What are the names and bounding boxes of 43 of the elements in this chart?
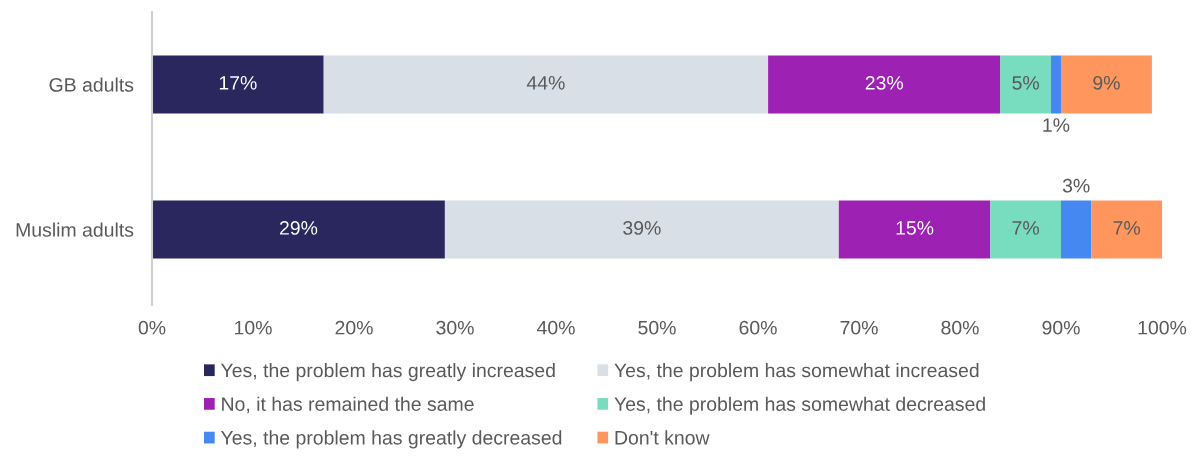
- bar: [1091, 200, 1162, 259]
- bar: [323, 55, 769, 114]
- bar: [768, 55, 1001, 114]
- data-label: 1%: [1043, 118, 1070, 132]
- x-tick-label: 60%: [739, 320, 777, 335]
- x-tick-label: 50%: [638, 320, 676, 335]
- data-label: 44%: [526, 76, 565, 90]
- x-tick-label: 70%: [840, 320, 878, 335]
- legend-label: Yes, the problem has greatly decreased: [220, 430, 562, 449]
- legend-label: No, it has remained the same: [222, 396, 474, 414]
- bar: [1061, 200, 1092, 259]
- legend-label: Don't know: [615, 430, 710, 445]
- data-label: 7%: [1012, 221, 1040, 235]
- data-label: 39%: [623, 221, 661, 235]
- x-tick-label: 40%: [536, 320, 575, 335]
- x-tick-label: 90%: [1042, 320, 1080, 335]
- bar: [1061, 55, 1152, 114]
- data-label: 5%: [1012, 76, 1040, 90]
- bar: [444, 200, 839, 259]
- bar: [152, 55, 324, 114]
- x-tick-label: 10%: [235, 320, 272, 335]
- bar: [838, 200, 991, 259]
- data-label: 23%: [865, 75, 904, 90]
- x-tick-label: 0%: [138, 320, 166, 335]
- bar: [1000, 55, 1051, 114]
- x-tick-label: 100%: [1138, 320, 1187, 335]
- x-tick-label: 80%: [941, 320, 979, 335]
- legend-label: Yes, the problem has greatly increased: [220, 363, 555, 382]
- legend-label: Yes, the problem has somewhat increased: [614, 363, 979, 382]
- bar: [152, 200, 445, 259]
- data-label: 3%: [1062, 178, 1090, 193]
- legend-label: Yes, the problem has somewhat decreased: [614, 396, 985, 415]
- data-label: 17%: [219, 76, 257, 90]
- data-label: 7%: [1113, 221, 1141, 235]
- data-label: 15%: [896, 221, 934, 235]
- bar: [1050, 55, 1061, 114]
- bar: [990, 200, 1061, 259]
- y-tick-label: Muslim adults: [16, 222, 134, 237]
- data-label: 9%: [1093, 75, 1120, 90]
- x-tick-label: 30%: [436, 320, 474, 335]
- x-tick-label: 20%: [335, 320, 373, 335]
- y-tick-label: GB adults: [49, 77, 134, 92]
- data-label: 29%: [279, 221, 318, 235]
